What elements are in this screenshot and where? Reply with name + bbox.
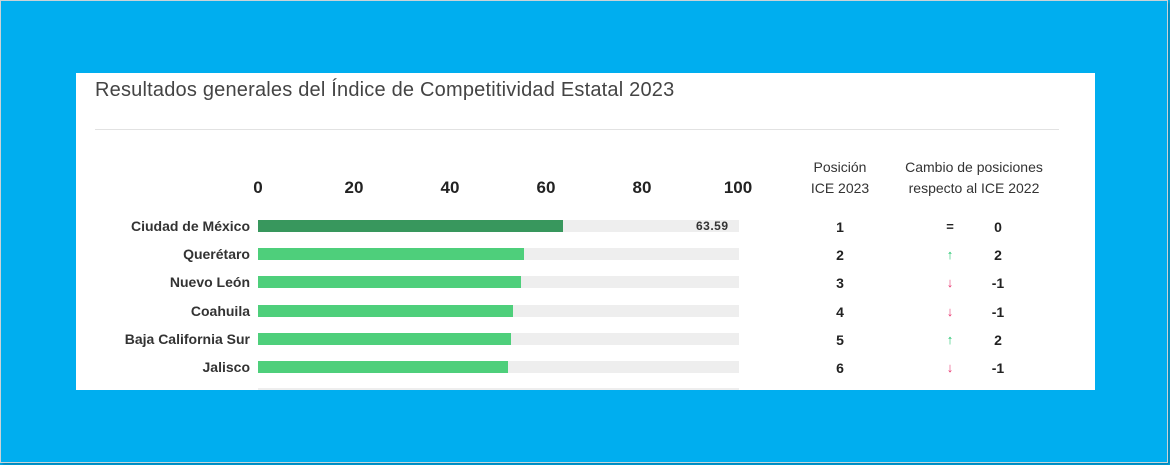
category-label: Ciudad de México — [130, 218, 250, 234]
bar-track — [258, 332, 739, 345]
position-value: 4 — [836, 303, 844, 320]
chart-card: Resultados generales del Índice de Compe… — [76, 73, 1095, 390]
arrow-down-icon: ↓ — [946, 360, 954, 375]
bar — [258, 304, 514, 317]
position-value: 1 — [836, 219, 844, 235]
x-tick-label: 60 — [536, 178, 556, 197]
position-value: 2 — [836, 247, 844, 264]
position-column-header: Posición ICE 2023 — [798, 157, 882, 199]
chart-title: Resultados generales del Índice de Compe… — [95, 79, 675, 101]
position-change-value: 2 — [994, 247, 1002, 264]
bar-value-label: 63.59 — [696, 219, 729, 233]
bar — [258, 276, 522, 289]
bar-track-partial — [258, 388, 739, 390]
x-tick-label: 100 — [723, 178, 753, 197]
x-tick-label: 40 — [440, 178, 460, 197]
position-value: 5 — [836, 331, 844, 348]
position-change-value: 2 — [994, 331, 1002, 348]
change-header-line2: respecto al ICE 2022 — [908, 180, 1040, 196]
x-tick-label: 0 — [253, 178, 263, 197]
arrow-up-icon: ↑ — [946, 331, 954, 347]
position-change-value: -1 — [991, 360, 1005, 376]
arrow-up-icon: ↑ — [946, 247, 954, 263]
title-divider — [95, 129, 1059, 130]
position-change-value: 0 — [994, 219, 1002, 235]
position-header-line2: ICE 2023 — [810, 180, 870, 196]
bar-track — [258, 304, 739, 317]
category-label: Coahuila — [190, 302, 250, 319]
bar — [258, 248, 524, 261]
x-tick-label: 80 — [632, 178, 652, 197]
x-tick-label: 20 — [344, 178, 364, 197]
arrow-down-icon: ↓ — [946, 275, 954, 291]
category-label: Querétaro — [183, 246, 250, 263]
bar — [258, 220, 563, 232]
bar-track — [258, 248, 739, 261]
bar-track — [258, 361, 739, 373]
position-header-line1: Posición — [813, 159, 867, 175]
category-label: Nuevo León — [169, 274, 250, 291]
change-header-line1: Cambio de posiciones — [905, 159, 1043, 175]
bar-track — [258, 220, 739, 232]
change-column-header: Cambio de posiciones respecto al ICE 202… — [886, 157, 1062, 199]
position-change-value: -1 — [991, 303, 1005, 320]
position-value: 6 — [836, 360, 844, 376]
equals-icon: = — [946, 219, 954, 234]
position-change-value: -1 — [991, 275, 1005, 292]
bar — [258, 332, 512, 345]
category-label: Baja California Sur — [124, 330, 250, 347]
bar — [258, 361, 509, 373]
arrow-down-icon: ↓ — [946, 303, 954, 319]
position-value: 3 — [836, 275, 844, 292]
category-label: Jalisco — [202, 359, 250, 375]
bar-track — [258, 276, 739, 289]
